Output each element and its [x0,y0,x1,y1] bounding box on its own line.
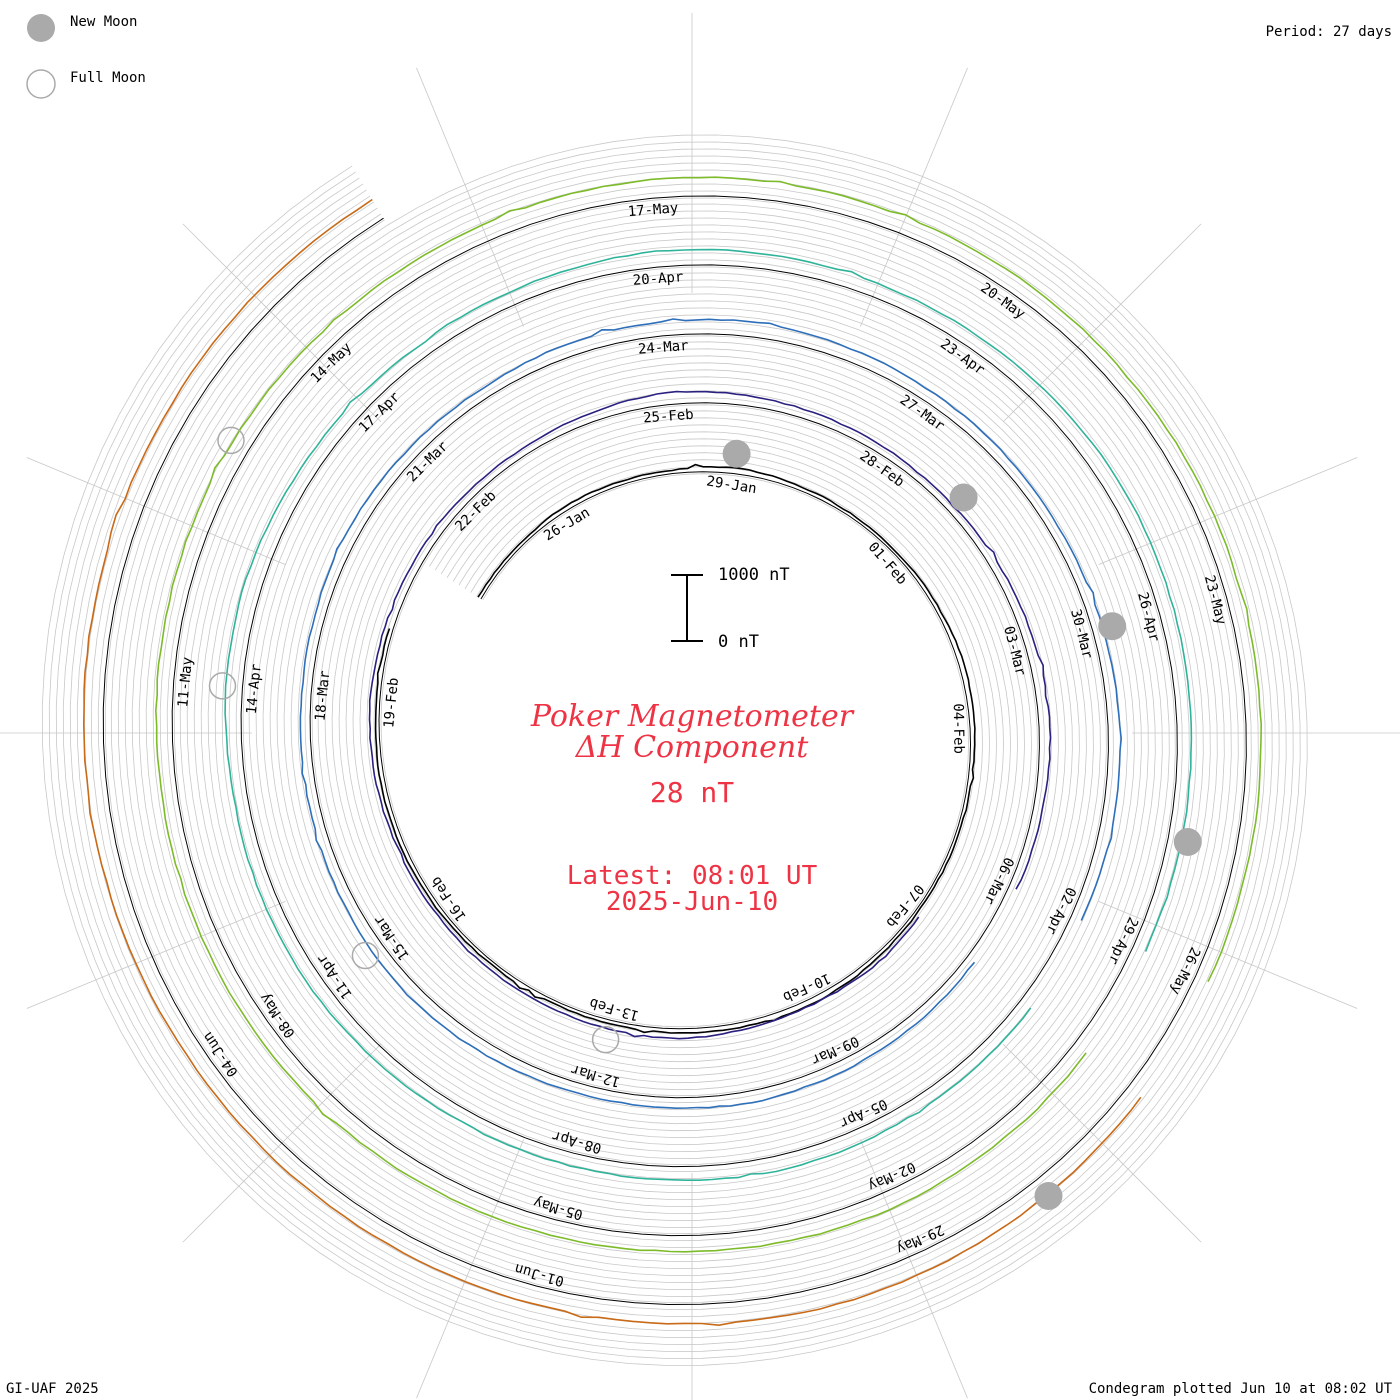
moon-marker-layer [208,426,1202,1210]
baseline-spiral [102,195,1247,1306]
radial-divider [860,1139,968,1399]
spiral-grid-line [62,155,1287,1345]
scale-bar-top-label: 1000 nT [718,565,790,585]
spiral-grid-line [83,176,1266,1324]
series-line-2025-01-24 [374,463,976,1034]
date-label: 19-Feb [381,677,402,729]
radial-divider [416,67,524,327]
date-label: 26-Apr [1134,591,1162,644]
spiral-grid-line [69,162,1280,1338]
series-layer [82,176,1263,1327]
radial-divider [1098,901,1358,1009]
full-moon-icon [208,672,237,700]
date-label: 20-Apr [632,269,684,289]
radial-divider [416,1139,524,1399]
full-moon-icon [351,941,380,970]
grid-layer [41,134,1308,1366]
date-label: 10-Feb [780,970,833,1005]
new-moon-legend-icon [27,14,55,42]
radial-divider [1002,223,1202,423]
radial-divider [26,457,286,565]
series-line-2025-05-26 [82,198,1142,1327]
latest-date: 2025-Jun-10 [606,887,778,917]
full-moon-legend-icon [26,69,56,99]
scale-bar-bottom-label: 0 nT [718,632,759,652]
date-label: 25-Feb [643,407,695,427]
series-line-2025-02-07 [368,390,1052,1040]
date-label: 05-Apr [837,1095,890,1130]
date-label: 04-Feb [950,703,967,754]
date-label: 24-Mar [637,338,689,358]
new-moon-legend-label: New Moon [70,14,138,30]
scale-bar: 1000 nT 0 nT [671,565,790,652]
date-label: 29-Jan [705,473,757,497]
date-label: 14-Apr [244,663,265,715]
date-label: 17-May [627,200,679,220]
series-line-2025-04-29 [154,176,1263,1253]
new-moon-icon [1034,1182,1063,1210]
footer-plot-time: Condegram plotted Jun 10 at 08:02 UT [1088,1381,1392,1397]
full-moon-icon [591,1025,620,1054]
full-moon-legend-label: Full Moon [70,70,146,86]
spiral-grid-line [97,190,1252,1310]
series-line-2025-04-02 [224,248,1193,1181]
date-label: 02-May [865,1158,918,1193]
series-line-2025-03-06 [299,318,1123,1110]
date-label: 07-Feb [882,881,926,930]
spiral-grid-line [76,169,1273,1331]
period-label: Period: 27 days [1265,24,1392,40]
new-moon-icon [722,439,751,468]
spiral-grid-line [48,141,1301,1359]
radial-divider [182,223,382,423]
full-moon-icon [217,426,245,455]
current-value: 28 nT [650,776,734,809]
radial-divider [26,901,286,1009]
chart-title-line1: Poker Magnetometer [530,699,855,734]
latest-time: Latest: 08:01 UT [567,861,818,891]
footer-credit: GI-UAF 2025 [6,1381,99,1397]
date-label: 30-Mar [1067,608,1095,661]
date-label: 03-Mar [1000,625,1028,678]
date-label: 11-May [175,656,196,708]
new-moon-icon [1098,612,1127,641]
date-label: 20-May [977,280,1027,323]
date-label: 09-Mar [809,1032,862,1067]
new-moon-icon [1173,828,1202,856]
chart-title-line2: ΔH Component [575,730,809,765]
spiral-grid-line [55,148,1294,1352]
baseline-layer [102,195,1247,1306]
date-label: 23-May [1201,574,1229,627]
date-label: 18-Mar [312,670,333,722]
new-moon-icon [949,483,978,512]
spiral-grid-line [41,134,1308,1366]
date-label: 29-May [894,1221,947,1256]
spiral-grid-line [104,197,1245,1303]
radial-divider [1098,457,1358,565]
